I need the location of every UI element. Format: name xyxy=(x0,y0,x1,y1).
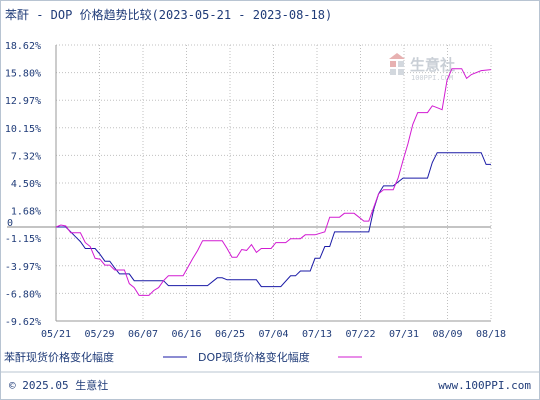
chart-title: 苯酐 - DOP 价格趋势比较(2023-05-21 - 2023-08-18) xyxy=(5,8,333,22)
watermark-site: 100PPI.COM xyxy=(411,74,453,82)
watermark-logo-icon xyxy=(389,53,405,75)
y-tick-label: 18.62% xyxy=(5,41,41,52)
x-tick-label: 07/13 xyxy=(302,329,332,340)
y-tick-label: 7.32% xyxy=(11,151,41,162)
y-tick-label: -9.62% xyxy=(5,317,41,328)
x-tick-label: 05/21 xyxy=(41,329,71,340)
x-tick-label: 07/31 xyxy=(389,329,419,340)
x-tick-label: 08/09 xyxy=(432,329,462,340)
y-tick-label: 10.15% xyxy=(5,124,41,135)
x-tick-label: 07/04 xyxy=(258,329,288,340)
x-tick-label: 06/16 xyxy=(171,329,201,340)
y-tick-label: 4.50% xyxy=(11,179,41,190)
watermark-brand: 生意社 xyxy=(410,56,455,74)
y-tick-label: -1.15% xyxy=(5,234,41,245)
zero-label: 0 xyxy=(7,218,13,229)
y-tick-label: 1.68% xyxy=(11,207,41,218)
y-tick-label: -3.97% xyxy=(5,262,41,273)
y-tick-label: 12.97% xyxy=(5,96,41,107)
series-line-1 xyxy=(55,68,492,296)
x-tick-label: 07/22 xyxy=(345,329,375,340)
y-tick-label: -6.80% xyxy=(5,289,41,300)
legend-label-0: 苯酐现货价格变化幅度 xyxy=(4,350,114,364)
footer-url: www.100PPI.com xyxy=(438,379,531,392)
x-tick-label: 08/18 xyxy=(476,329,506,340)
axis-layer: 18.62% 15.80% 12.97% 10.15% 7.32% 4.50% 1.68% -… xyxy=(5,41,506,340)
series-line-0 xyxy=(56,152,491,288)
footer-copyright: © 2025.05 生意社 xyxy=(9,378,108,392)
grid-layer xyxy=(55,44,492,322)
legend-label-1: DOP现货价格变化幅度 xyxy=(198,350,310,364)
y-tick-label: 15.80% xyxy=(5,69,41,80)
watermark: 生意社 100PPI.COM xyxy=(389,53,455,82)
x-tick-label: 06/07 xyxy=(128,329,158,340)
legend: 苯酐现货价格变化幅度 DOP现货价格变化幅度 xyxy=(4,350,362,364)
x-tick-label: 05/29 xyxy=(84,329,114,340)
x-tick-label: 06/25 xyxy=(215,329,245,340)
series-layer xyxy=(55,68,492,296)
